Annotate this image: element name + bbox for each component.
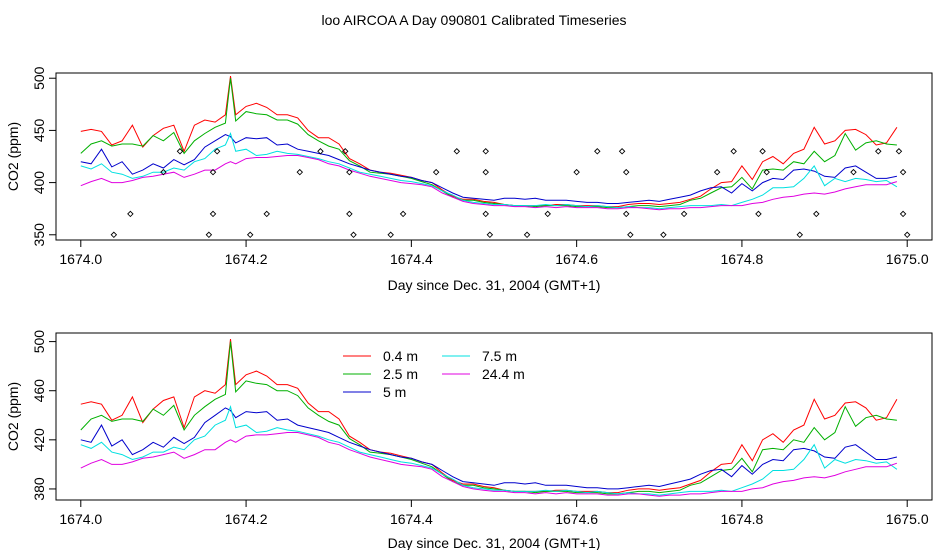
x-axis-title: Day since Dec. 31, 2004 (GMT+1) <box>388 277 601 293</box>
scatter-point <box>342 148 349 155</box>
y-axis-title: CO2 (ppm) <box>5 122 21 191</box>
bottom-panel: 1674.0 1674.2 1674.4 1674.6 1674.8 1675.0 380 4… <box>5 330 933 550</box>
series-line-0-4-m <box>80 76 898 208</box>
x-tick-label: 1674.6 <box>555 251 598 267</box>
series-line-5-m <box>80 134 897 204</box>
scatter-point <box>317 148 324 155</box>
scatter-point <box>627 231 634 239</box>
x-tick-label: 1675.0 <box>886 511 929 527</box>
scatter-point <box>387 231 394 239</box>
scatter-point <box>544 210 551 218</box>
legend-label: 5 m <box>383 384 406 400</box>
scatter-point <box>594 148 601 155</box>
legend-label: 0.4 m <box>383 348 418 364</box>
x-tick-label: 1674.2 <box>225 251 268 267</box>
x-tick-label: 1674.4 <box>390 251 433 267</box>
scatter-point <box>850 168 857 176</box>
scatter-point <box>453 148 461 155</box>
scatter-point <box>346 168 353 176</box>
scatter-point <box>127 210 134 218</box>
scatter-point <box>523 231 531 239</box>
top-panel: 1674.0 1674.2 1674.4 1674.6 1674.8 1675.0 350 4… <box>5 66 933 293</box>
scatter-point <box>660 231 667 239</box>
x-tick-label: 1674.0 <box>59 251 102 267</box>
scatter-point <box>110 231 118 239</box>
series-line-0-4-m <box>80 339 898 494</box>
series-line-2-5-m <box>80 78 897 209</box>
legend-label: 24.4 m <box>482 366 525 382</box>
scatter-point <box>713 168 721 176</box>
scatter-point <box>246 231 254 239</box>
scatter-point <box>573 168 580 176</box>
series-line-5-m <box>80 407 898 490</box>
y-axis-title: CO2 (ppm) <box>5 382 21 451</box>
plot-area <box>80 76 911 239</box>
x-tick-label: 1674.0 <box>59 511 102 527</box>
scatter-point <box>432 168 440 176</box>
y-tick-label: 500 <box>31 330 47 354</box>
y-tick-label: 380 <box>31 477 47 501</box>
scatter-point <box>209 210 217 218</box>
x-axis-title: Day since Dec. 31, 2004 (GMT+1) <box>388 535 601 550</box>
scatter-point <box>176 148 184 155</box>
chart-title: loo AIRCOA A Day 090801 Calibrated Times… <box>321 12 626 28</box>
scatter-point <box>899 168 907 176</box>
x-tick-label: 1675.0 <box>886 251 929 267</box>
scatter-point <box>350 231 357 239</box>
series-line-2-5-m <box>80 341 897 495</box>
x-tick-label: 1674.6 <box>555 511 598 527</box>
scatter-point <box>899 210 907 218</box>
scatter-point <box>486 231 494 239</box>
scatter-point <box>622 168 630 176</box>
legend: 0.4 m 2.5 m 5 m 7.5 m 24.4 m <box>343 348 525 400</box>
scatter-point <box>160 168 167 176</box>
y-tick-label: 420 <box>31 428 47 452</box>
scatter-point <box>296 168 304 176</box>
scatter-point <box>813 210 820 218</box>
scatter-point <box>482 210 489 218</box>
x-tick-label: 1674.8 <box>721 251 764 267</box>
legend-label: 7.5 m <box>482 348 517 364</box>
x-tick-label: 1674.2 <box>225 511 268 527</box>
y-tick-label: 400 <box>31 171 47 195</box>
scatter-point <box>263 210 270 218</box>
series-line-7-5-m <box>80 405 898 496</box>
scatter-point <box>399 210 407 218</box>
y-tick-label: 350 <box>31 223 47 247</box>
scatter-point <box>205 231 213 239</box>
scatter-point <box>482 148 489 155</box>
scatter-point <box>213 148 221 155</box>
series-line-24-4-m <box>80 155 898 211</box>
scatter-point <box>622 210 630 218</box>
plot-frame <box>55 72 933 241</box>
scatter-point <box>755 210 762 218</box>
scatter-point <box>796 231 804 239</box>
series-line-7-5-m <box>80 132 898 210</box>
series-line-24-4-m <box>80 432 898 497</box>
scatter-point <box>763 168 770 176</box>
y-tick-label: 460 <box>31 379 47 403</box>
plot-area <box>80 339 898 497</box>
y-tick-label: 500 <box>31 66 47 90</box>
scatter-point <box>346 210 353 218</box>
x-tick-label: 1674.4 <box>390 511 433 527</box>
scatter-point <box>730 148 737 155</box>
legend-label: 2.5 m <box>383 366 418 382</box>
scatter-point <box>482 168 489 176</box>
scatter-point <box>680 210 688 218</box>
scatter-point <box>875 148 882 155</box>
scatter-point <box>895 148 903 155</box>
y-tick-label: 450 <box>31 119 47 143</box>
scatter-point <box>618 148 626 155</box>
scatter-point <box>209 168 217 176</box>
x-tick-label: 1674.8 <box>721 511 764 527</box>
scatter-point <box>759 148 766 155</box>
scatter-point <box>903 231 911 239</box>
